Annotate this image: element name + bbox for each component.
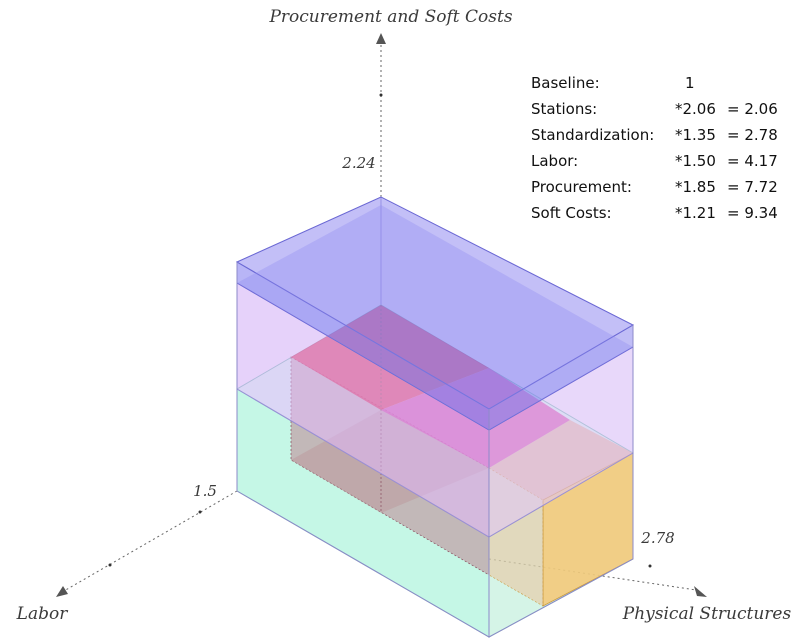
left-axis-title: Labor xyxy=(16,604,69,624)
vertical-axis-value: 2.24 xyxy=(341,154,375,172)
blue-slab-inner-ceiling xyxy=(237,205,633,430)
table-row-procurement: Procurement: *1.85 = 7.72 xyxy=(531,178,778,196)
row-factor: *2.06 xyxy=(675,100,716,118)
row-factor: *1.85 xyxy=(675,178,716,196)
row-result: = 7.72 xyxy=(727,178,778,196)
multiplier-table: Baseline: 1 Stations: *2.06 = 2.06 Stand… xyxy=(531,74,778,222)
row-label: Baseline: xyxy=(531,74,600,92)
right-axis-title: Physical Structures xyxy=(622,604,792,624)
row-factor: 1 xyxy=(685,74,695,92)
table-row-labor: Labor: *1.50 = 4.17 xyxy=(531,152,778,170)
row-label: Stations: xyxy=(531,100,597,118)
vertical-axis-arrow-icon xyxy=(376,33,386,44)
blue-top-slab xyxy=(235,196,635,431)
vertical-axis-tick xyxy=(379,93,383,97)
row-label: Soft Costs: xyxy=(531,204,612,222)
outer-box-outline xyxy=(236,262,634,638)
row-label: Labor: xyxy=(531,152,578,170)
row-label: Standardization: xyxy=(531,126,654,144)
row-result: = 4.17 xyxy=(727,152,778,170)
axes xyxy=(63,44,697,592)
vertical-axis-title: Procurement and Soft Costs xyxy=(268,7,512,27)
row-result: = 2.06 xyxy=(727,100,778,118)
row-factor: *1.50 xyxy=(675,152,716,170)
left-axis-tick xyxy=(198,510,202,514)
left-axis-value: 1.5 xyxy=(193,482,217,500)
table-row-stations: Stations: *2.06 = 2.06 xyxy=(531,100,778,118)
right-axis-tick xyxy=(648,564,652,568)
row-label: Procurement: xyxy=(531,178,632,196)
right-axis-value: 2.78 xyxy=(640,529,674,547)
row-result: = 9.34 xyxy=(727,204,778,222)
left-axis-line xyxy=(63,490,238,592)
row-result: = 2.78 xyxy=(727,126,778,144)
table-row-baseline: Baseline: 1 xyxy=(531,74,695,92)
right-axis-arrow-icon xyxy=(694,586,707,597)
left-axis-arrow-icon xyxy=(56,586,68,597)
table-row-standardization: Standardization: *1.35 = 2.78 xyxy=(531,126,778,144)
left-axis-tick-2 xyxy=(108,563,112,567)
row-factor: *1.21 xyxy=(675,204,716,222)
table-row-soft-costs: Soft Costs: *1.21 = 9.34 xyxy=(531,204,778,222)
row-factor: *1.35 xyxy=(675,126,716,144)
